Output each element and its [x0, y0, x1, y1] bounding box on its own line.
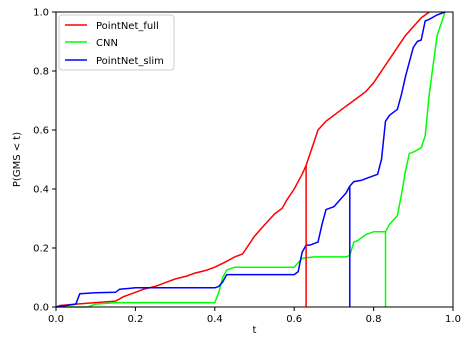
y-axis-title: P(GMS < t) — [12, 132, 23, 187]
y-tick-label: 0.2 — [33, 244, 49, 255]
legend-label-pointnet-full: PointNet_full — [96, 21, 159, 32]
y-tick-label: 0.4 — [33, 185, 49, 196]
ticks-layer: 0.0 0.2 0.4 0.6 0.8 1.0 0.0 0.2 0.4 0.6 0.8 1.0 — [33, 8, 461, 326]
legend-label-pointnet-slim: PointNet_slim — [96, 56, 164, 67]
series-line-pointnet-slim — [55, 11, 446, 308]
x-tick-label: 0.8 — [366, 314, 382, 325]
legend: PointNet_full CNN PointNet_slim — [58, 14, 175, 71]
plot-frame — [55, 11, 454, 308]
series-line-cnn — [56, 11, 446, 308]
y-tick-label: 0.8 — [33, 67, 49, 78]
x-tick-label: 0.4 — [207, 314, 223, 325]
x-tick-label: 0.0 — [48, 314, 64, 325]
legend-box — [58, 14, 175, 71]
x-tick-label: 0.6 — [286, 314, 302, 325]
y-tick-label: 0.0 — [33, 303, 49, 314]
x-tick-label: 0.2 — [127, 314, 143, 325]
x-axis-title: t — [253, 325, 257, 336]
y-tick-label: 1.0 — [33, 8, 49, 19]
legend-label-cnn: CNN — [96, 38, 118, 49]
series-layer — [55, 11, 446, 308]
y-tick-label: 0.6 — [33, 126, 49, 137]
x-tick-label: 1.0 — [445, 314, 461, 325]
